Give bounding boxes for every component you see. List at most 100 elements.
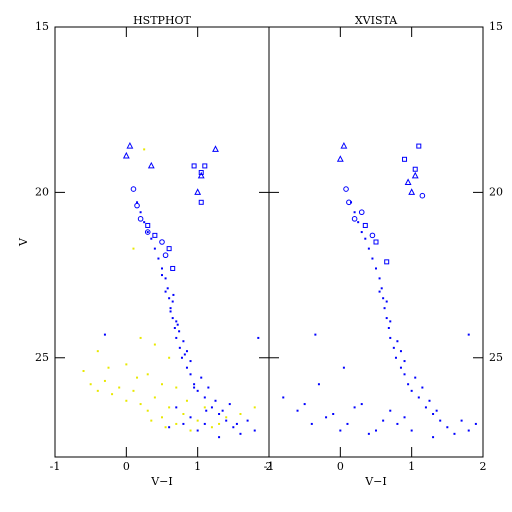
data-point [417,396,420,399]
data-point [474,422,477,425]
data-point [197,171,205,179]
data-point [82,370,85,372]
data-point [394,356,397,359]
data-point [392,346,395,349]
data-point [410,429,413,432]
data-point [385,317,388,320]
data-point [185,366,188,369]
data-point [193,383,196,386]
data-point [171,317,174,320]
data-point [239,413,242,415]
data-point [161,416,163,419]
data-point [168,426,171,429]
data-point [103,379,106,382]
x-tick-label: 0 [337,460,344,473]
data-point [153,343,156,346]
data-point [358,209,365,216]
y-tick-label: 25 [35,351,49,364]
data-point [389,320,392,323]
y-axis-label: V [17,237,30,247]
data-point [161,383,163,386]
data-point [168,356,171,359]
data-point [139,403,142,406]
data-point [253,406,256,409]
data-point [228,403,231,406]
data-point [159,239,165,245]
data-point [317,383,320,386]
data-point [364,237,367,240]
data-point [200,376,203,379]
panel-title: HSTPHOT [133,14,191,27]
data-point [360,403,363,406]
data-point [360,231,363,234]
data-point [122,151,130,159]
data-point [139,211,142,214]
data-point [196,429,199,432]
data-point [389,336,392,339]
data-point [467,429,470,432]
data-point [146,373,149,376]
data-point [416,143,422,149]
data-point [198,199,204,205]
data-point [183,353,186,356]
y-tick-label: 20 [489,185,503,198]
data-point [407,383,410,386]
data-point [408,188,416,195]
data-point [146,409,149,412]
data-point [107,366,110,369]
data-point [169,307,172,310]
data-point [439,419,442,422]
data-point [203,396,206,399]
data-point [118,386,121,389]
data-point [176,323,179,326]
data-point [383,307,386,310]
data-point [173,327,176,329]
data-point [126,141,134,149]
data-point [180,356,183,359]
data-point [175,422,178,425]
data-point [404,178,412,185]
data-point [414,376,417,379]
data-point [164,290,167,293]
data-point [399,366,402,369]
data-point [203,422,206,425]
data-point [136,201,139,204]
y-tick-label: 15 [35,20,49,33]
data-point [103,333,106,336]
data-point [353,211,356,214]
data-point [387,327,390,329]
data-point [178,330,181,333]
data-point [428,399,431,402]
data-point [373,239,379,245]
data-point [146,231,149,234]
data-point [132,389,135,392]
data-point [144,229,151,235]
data-point [182,413,185,415]
data-point [296,409,299,412]
data-point [182,340,185,343]
data-point [152,232,158,238]
data-point [178,346,181,349]
data-point [166,246,172,252]
data-point [96,389,99,392]
data-point [453,432,456,435]
data-point [207,386,210,389]
data-point [137,216,144,222]
data-point [246,419,249,422]
data-point [389,409,392,412]
data-point [402,156,408,162]
y-tick-label: 20 [35,185,49,198]
data-point [210,406,213,409]
data-point [235,422,238,425]
data-point [161,274,163,277]
data-point [342,366,345,369]
data-point [339,429,342,432]
data-point [382,419,385,422]
data-point [303,403,306,406]
data-point [336,155,344,162]
data-point [367,432,370,435]
data-point [191,163,197,169]
data-point [369,232,376,239]
data-point [384,259,390,265]
